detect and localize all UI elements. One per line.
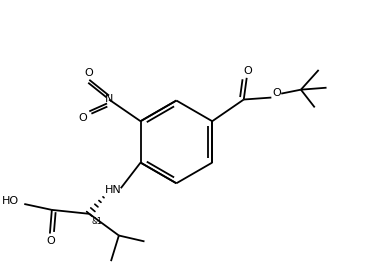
Text: O: O bbox=[243, 66, 252, 76]
Text: O: O bbox=[46, 237, 55, 247]
Text: O: O bbox=[272, 88, 281, 98]
Text: HN: HN bbox=[105, 185, 121, 195]
Text: &1: &1 bbox=[92, 217, 103, 226]
Text: N: N bbox=[105, 93, 113, 103]
Text: HO: HO bbox=[2, 196, 19, 206]
Text: O: O bbox=[84, 68, 93, 78]
Text: O: O bbox=[78, 113, 87, 123]
